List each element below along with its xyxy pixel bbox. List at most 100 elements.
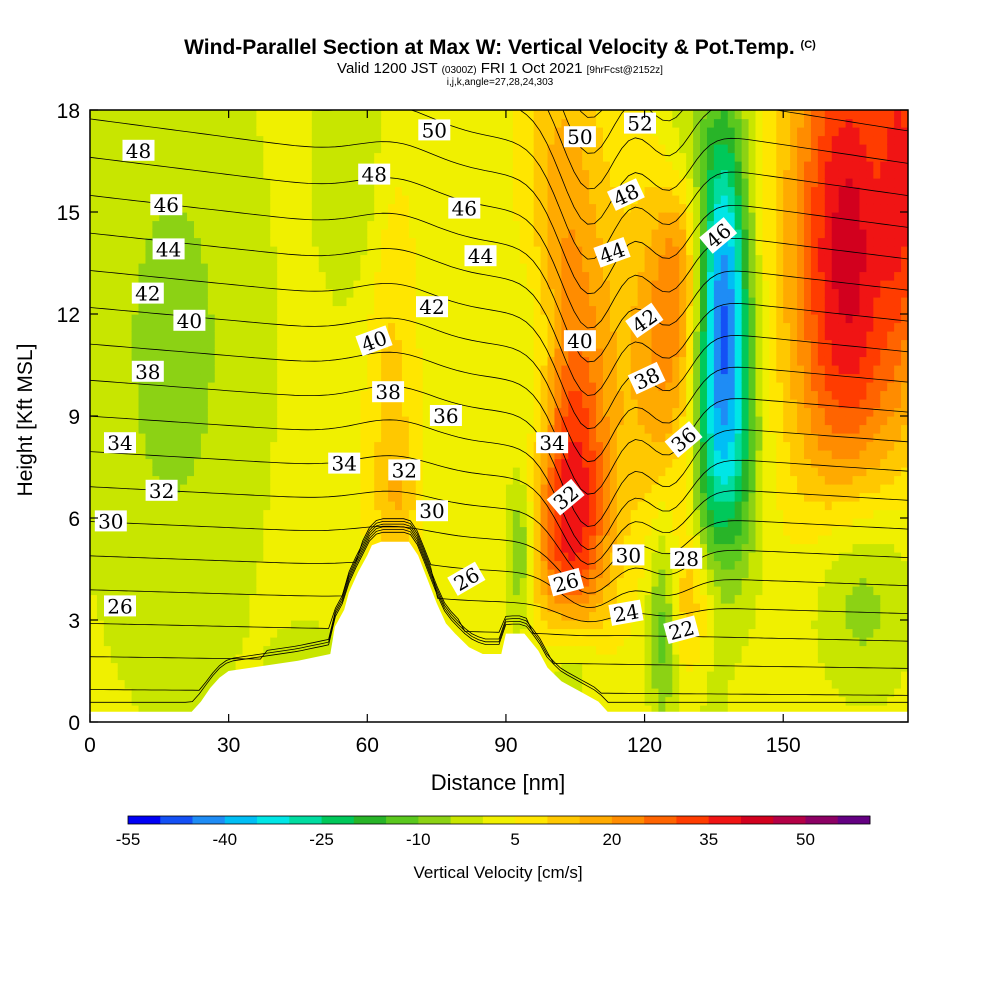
velocity-cell [485, 263, 493, 273]
velocity-cell [228, 467, 237, 477]
velocity-cell [96, 390, 105, 400]
velocity-cell [492, 569, 500, 579]
velocity-cell [533, 322, 542, 332]
velocity-cell [415, 390, 424, 400]
velocity-cell [346, 543, 355, 553]
velocity-cell [90, 178, 98, 188]
velocity-cell [415, 152, 424, 162]
velocity-cell [568, 552, 576, 562]
velocity-cell [124, 492, 133, 502]
velocity-cell [381, 246, 389, 256]
velocity-cell [554, 424, 562, 434]
velocity-cell [395, 220, 403, 230]
velocity-cell [110, 569, 119, 579]
velocity-cell [110, 560, 119, 570]
velocity-cell [505, 501, 514, 511]
velocity-cell [533, 450, 542, 460]
velocity-cell [117, 212, 126, 222]
velocity-cell [131, 518, 140, 528]
velocity-cell [388, 246, 396, 256]
velocity-cell [339, 424, 348, 434]
velocity-cell [395, 450, 403, 460]
velocity-cell [547, 543, 556, 553]
velocity-cell [96, 237, 105, 247]
velocity-cell [96, 501, 105, 511]
velocity-cell [270, 280, 278, 290]
velocity-cell [291, 152, 299, 162]
velocity-cell [505, 475, 514, 485]
velocity-cell [401, 373, 410, 383]
velocity-cell [193, 543, 202, 553]
velocity-cell [346, 314, 355, 324]
velocity-cell [304, 603, 313, 613]
velocity-cell [173, 331, 181, 341]
velocity-cell [450, 620, 458, 630]
velocity-cell [242, 203, 251, 213]
velocity-cell [284, 450, 292, 460]
velocity-cell [395, 441, 403, 451]
velocity-cell [131, 203, 140, 213]
velocity-cell [519, 288, 528, 298]
velocity-cell [325, 178, 334, 188]
velocity-cell [492, 356, 500, 366]
velocity-cell [200, 339, 209, 349]
velocity-cell [568, 603, 576, 613]
velocity-cell [263, 492, 271, 502]
velocity-cell [318, 203, 327, 213]
velocity-cell [554, 399, 562, 409]
velocity-cell [270, 407, 278, 417]
velocity-cell [450, 161, 458, 171]
velocity-cell [429, 161, 438, 171]
velocity-cell [152, 467, 160, 477]
velocity-cell [519, 399, 528, 409]
velocity-cell [207, 348, 216, 358]
velocity-cell [533, 560, 542, 570]
velocity-cell [235, 305, 244, 315]
velocity-cell [200, 348, 209, 358]
velocity-cell [408, 322, 417, 332]
velocity-cell [450, 280, 458, 290]
velocity-cell [96, 441, 105, 451]
velocity-cell [512, 203, 521, 213]
velocity-cell [117, 152, 126, 162]
velocity-cell [339, 152, 348, 162]
velocity-cell [207, 416, 216, 426]
velocity-cell [415, 110, 424, 120]
velocity-cell [339, 195, 348, 205]
velocity-cell [96, 229, 105, 239]
velocity-cell [374, 271, 382, 281]
velocity-cell [214, 178, 223, 188]
velocity-cell [159, 424, 167, 434]
velocity-cell [96, 322, 105, 332]
velocity-cell [90, 543, 98, 553]
velocity-cell [547, 356, 556, 366]
velocity-cell [492, 518, 500, 528]
velocity-cell [138, 407, 147, 417]
velocity-cell [207, 297, 216, 307]
velocity-cell [332, 195, 341, 205]
velocity-cell [152, 407, 160, 417]
velocity-cell [103, 118, 112, 128]
velocity-cell [96, 560, 105, 570]
velocity-cell [554, 161, 562, 171]
velocity-cell [367, 246, 375, 256]
velocity-cell [471, 339, 479, 349]
velocity-cell [152, 110, 160, 120]
velocity-cell [249, 152, 257, 162]
velocity-cell [200, 280, 209, 290]
velocity-cell [263, 203, 271, 213]
velocity-cell [311, 348, 320, 358]
velocity-cell [297, 203, 306, 213]
velocity-cell [249, 186, 257, 196]
velocity-cell [270, 552, 278, 562]
velocity-cell [103, 671, 112, 681]
velocity-cell [138, 688, 147, 698]
velocity-cell [263, 348, 271, 358]
velocity-cell [443, 110, 452, 120]
velocity-cell [193, 458, 202, 468]
velocity-cell [388, 305, 396, 315]
velocity-cell [180, 645, 188, 655]
velocity-cell [457, 229, 465, 239]
velocity-cell [193, 526, 202, 536]
velocity-cell [221, 577, 230, 587]
